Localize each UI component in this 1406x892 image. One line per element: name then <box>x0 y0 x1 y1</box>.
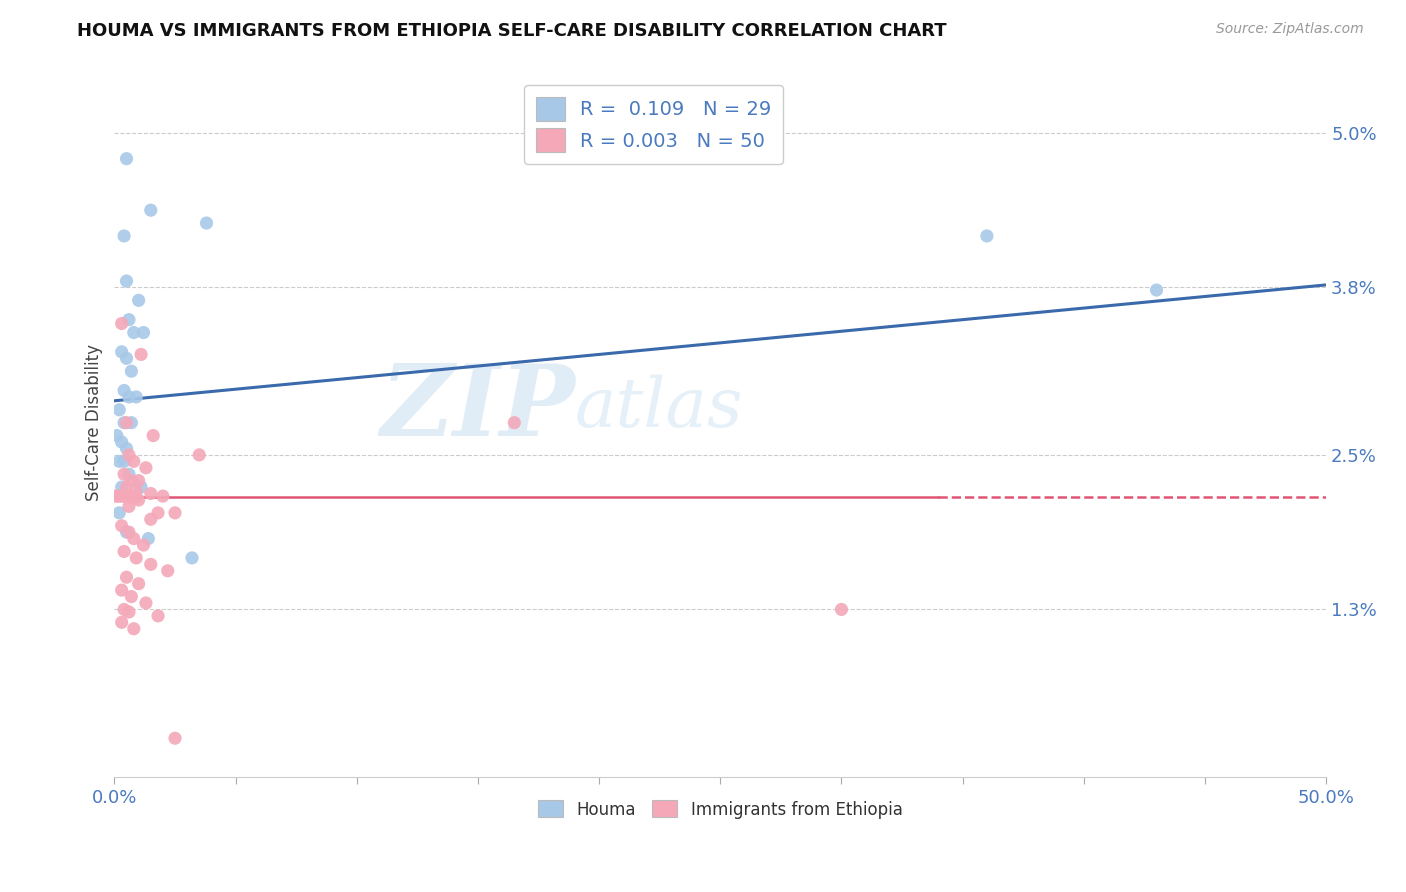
Point <box>111 489 134 503</box>
Point <box>112 467 135 482</box>
Point <box>117 489 139 503</box>
Point <box>110 489 132 503</box>
Point <box>128 576 150 591</box>
Point <box>111 317 134 331</box>
Point <box>111 344 134 359</box>
Point <box>181 550 204 565</box>
Point <box>156 564 179 578</box>
Point <box>135 596 157 610</box>
Point <box>128 293 150 308</box>
Point <box>188 448 211 462</box>
Point <box>118 448 141 462</box>
Text: HOUMA VS IMMIGRANTS FROM ETHIOPIA SELF-CARE DISABILITY CORRELATION CHART: HOUMA VS IMMIGRANTS FROM ETHIOPIA SELF-C… <box>77 22 948 40</box>
Point <box>120 491 142 505</box>
Point <box>115 442 138 456</box>
Point <box>128 474 150 488</box>
Point <box>132 326 155 340</box>
Point <box>124 491 146 505</box>
Point <box>152 489 174 503</box>
Point <box>104 489 127 503</box>
Point <box>163 731 186 746</box>
Point <box>129 480 152 494</box>
Text: Source: ZipAtlas.com: Source: ZipAtlas.com <box>1216 22 1364 37</box>
Point <box>121 491 143 505</box>
Point <box>163 506 186 520</box>
Point <box>125 550 148 565</box>
Point <box>122 622 145 636</box>
Point <box>976 229 998 244</box>
Point <box>115 416 138 430</box>
Y-axis label: Self-Care Disability: Self-Care Disability <box>86 344 103 501</box>
Point <box>107 489 129 503</box>
Point <box>139 486 162 500</box>
Point <box>112 384 135 398</box>
Point <box>112 229 135 244</box>
Point <box>122 454 145 468</box>
Point <box>120 416 142 430</box>
Point <box>129 347 152 361</box>
Point <box>118 312 141 326</box>
Point <box>125 483 148 498</box>
Point <box>111 480 134 494</box>
Point <box>112 454 135 468</box>
Legend: Houma, Immigrants from Ethiopia: Houma, Immigrants from Ethiopia <box>531 794 910 825</box>
Point <box>138 532 160 546</box>
Point <box>111 518 134 533</box>
Point <box>135 460 157 475</box>
Point <box>115 525 138 540</box>
Point <box>115 480 138 494</box>
Point <box>125 390 148 404</box>
Point <box>118 390 141 404</box>
Point <box>112 416 135 430</box>
Point <box>146 506 169 520</box>
Point <box>114 489 136 503</box>
Point <box>115 570 138 584</box>
Point <box>146 608 169 623</box>
Point <box>111 435 134 450</box>
Point <box>120 590 142 604</box>
Point <box>108 402 131 417</box>
Point <box>108 454 131 468</box>
Text: ZIP: ZIP <box>380 360 575 457</box>
Point <box>115 274 138 288</box>
Point <box>830 602 852 616</box>
Point <box>115 351 138 366</box>
Point <box>132 538 155 552</box>
Point <box>118 500 141 514</box>
Point <box>112 602 135 616</box>
Point <box>142 428 165 442</box>
Point <box>139 558 162 572</box>
Point <box>105 428 128 442</box>
Point <box>120 474 142 488</box>
Point <box>111 615 134 630</box>
Point <box>1146 283 1168 297</box>
Point <box>120 364 142 378</box>
Point <box>128 493 150 508</box>
Point <box>108 506 131 520</box>
Point <box>503 416 526 430</box>
Point <box>122 532 145 546</box>
Point <box>122 326 145 340</box>
Point <box>118 605 141 619</box>
Point <box>139 203 162 218</box>
Point <box>118 467 141 482</box>
Point <box>195 216 218 230</box>
Point <box>139 512 162 526</box>
Point <box>118 525 141 540</box>
Point <box>115 152 138 166</box>
Point <box>112 544 135 558</box>
Text: atlas: atlas <box>575 376 744 442</box>
Point <box>111 583 134 598</box>
